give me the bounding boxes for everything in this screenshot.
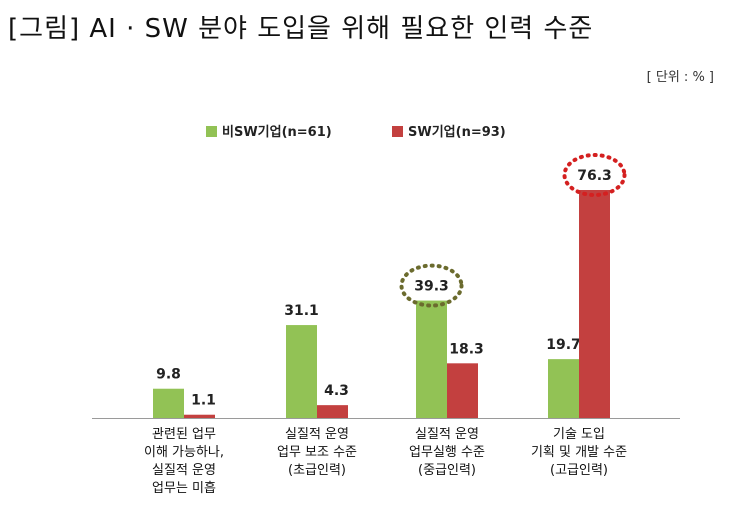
bar-s1-c2	[286, 325, 317, 418]
category-label-3-line-3: (중급인력)	[418, 463, 476, 478]
category-label-1-line-4: 업무는 미흡	[152, 481, 216, 496]
bar-s1-c3	[416, 300, 447, 418]
highlight-circle-s1-c3	[399, 263, 464, 308]
data-label-s1-c4: 19.7	[546, 337, 581, 353]
category-label-3-line-2: 업무실행 수준	[409, 444, 485, 460]
bar-s2-c3	[447, 363, 478, 418]
legend-swatch-2	[392, 126, 403, 137]
category-label-4-line-2: 기획 및 개발 수준	[531, 445, 627, 460]
category-label-2-line-2: 업무 보조 수준	[277, 445, 357, 460]
category-label-1-line-1: 관련된 업무	[152, 427, 216, 442]
data-label-s1-c2: 31.1	[284, 303, 319, 319]
highlight-circle-s2-c4	[562, 153, 627, 197]
legend-swatch-1	[206, 126, 217, 137]
legend-label-1: 비SW기업(n=61)	[222, 125, 332, 140]
chart-title: [그림] AI · SW 분야 도입을 위해 필요한 인력 수준	[8, 14, 594, 44]
category-label-2-line-3: (초급인력)	[288, 463, 346, 478]
bar-s1-c4	[548, 359, 579, 418]
data-label-s2-c2: 4.3	[324, 383, 349, 399]
category-label-2-line-1: 실질적 운영	[285, 427, 349, 442]
data-label-s2-c4: 76.3	[577, 168, 612, 184]
category-label-1-line-3: 실질적 운영	[152, 463, 216, 478]
category-label-4-line-1: 기술 도입	[553, 427, 605, 442]
data-label-s2-c1: 1.1	[191, 393, 216, 409]
bar-s2-c1	[184, 414, 215, 418]
category-label-3-line-1: 실질적 운영	[415, 427, 479, 442]
bar-s2-c4	[579, 190, 610, 418]
legend-label-2: SW기업(n=93)	[408, 125, 506, 140]
bar-s1-c1	[153, 388, 184, 418]
data-label-s1-c3: 39.3	[414, 279, 449, 295]
data-label-s1-c1: 9.8	[156, 367, 181, 383]
category-label-4-line-3: (고급인력)	[550, 463, 608, 478]
unit-note: [ 단위 : % ]	[646, 70, 714, 85]
data-label-s2-c3: 18.3	[449, 341, 484, 357]
category-label-1-line-2: 이해 가능하나,	[144, 445, 224, 460]
bar-s2-c2	[317, 405, 348, 418]
